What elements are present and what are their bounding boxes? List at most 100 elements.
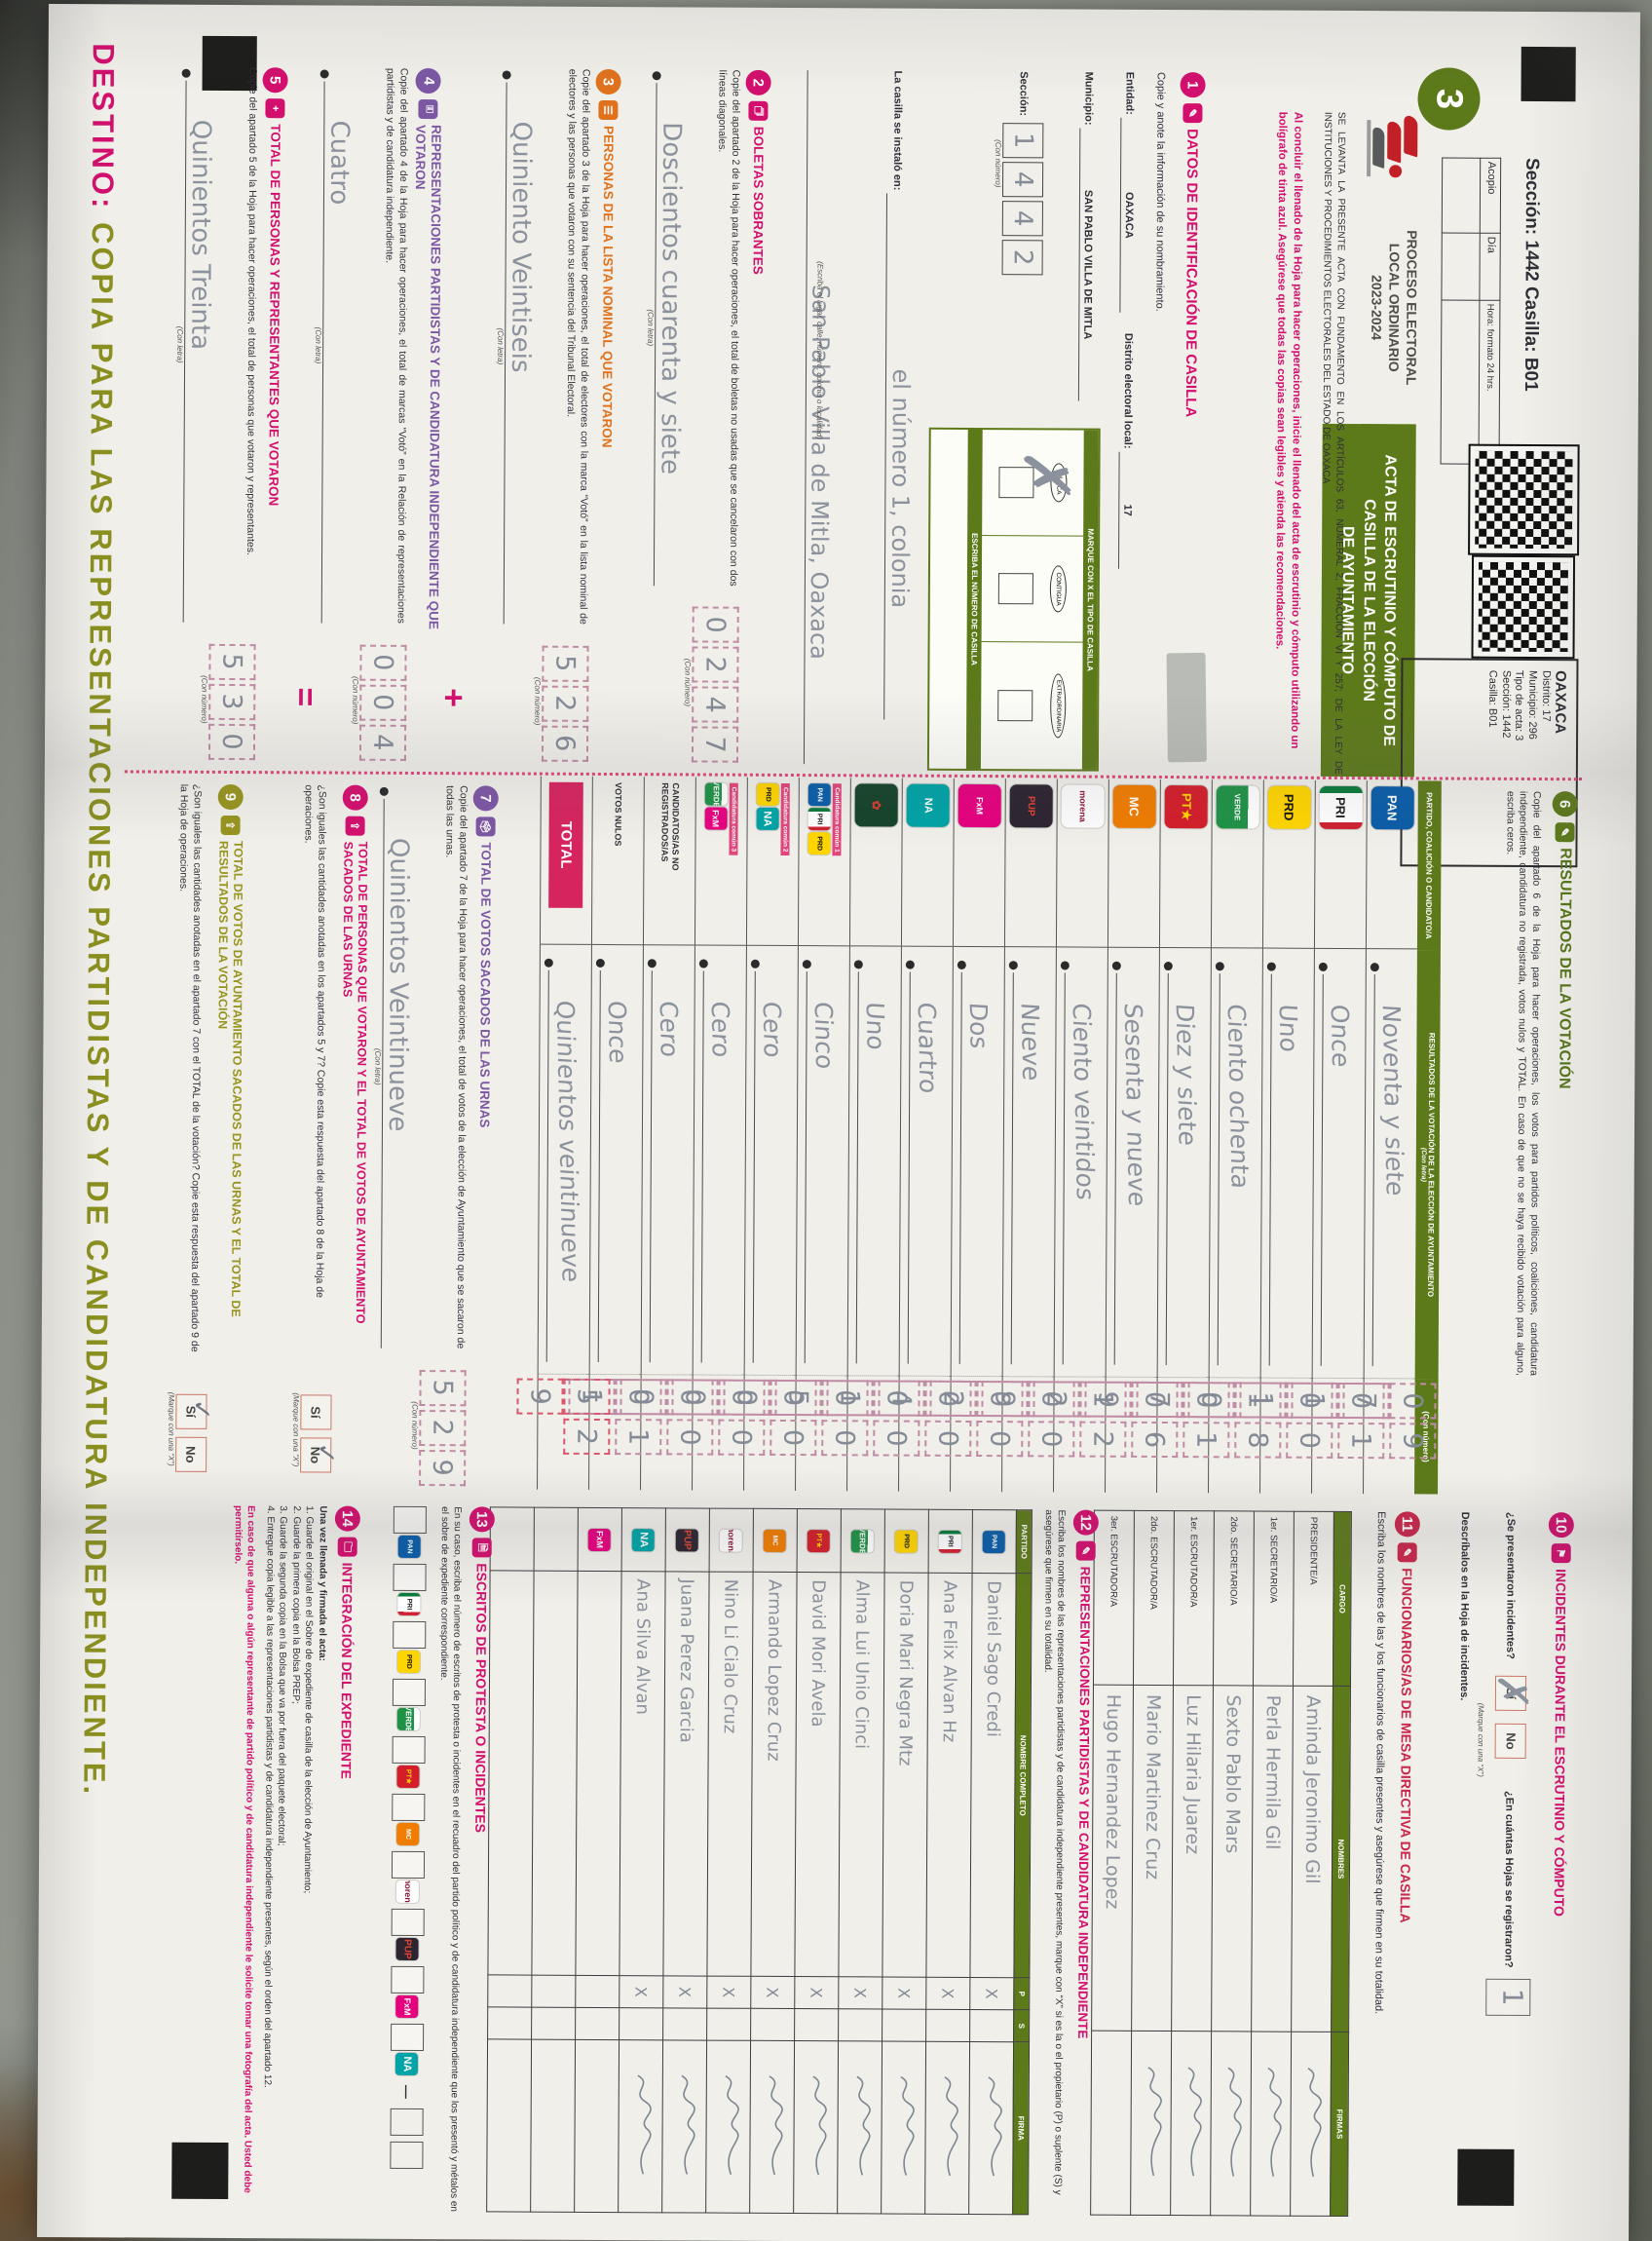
pencil-icon: ✎ [1555, 822, 1575, 843]
representacion-row: PT★ David Mori Avela X [793, 1508, 842, 2214]
digit-box: 0 [1183, 1382, 1230, 1419]
signature-scribble [769, 2075, 784, 2176]
escritos-count-box [393, 1620, 427, 1650]
pri-party-logo-icon: PRI [939, 1530, 962, 1553]
letra-handwriting: Cero [757, 1000, 787, 1059]
digit-box: 6 [541, 725, 589, 762]
digit-box: 0 [1286, 1382, 1333, 1419]
digit-box: 0 [666, 1419, 714, 1456]
pvem-party-logo-icon: VERDE [704, 782, 728, 806]
representacion-row: PUP Juana Perez Garcia X [661, 1507, 710, 2214]
municipio-value: SAN PABLO VILLA DE MITLA [1078, 128, 1095, 401]
digit-box: 0 [976, 1381, 1024, 1418]
representacion-row: PRD Doria Mari Negra Mtz X [881, 1509, 929, 2215]
tipo-option-contigua: CONTIGUA [981, 536, 1084, 643]
representacion-row: MC Armando Lopez Cruz X [749, 1508, 798, 2214]
fxm-party-logo-icon: FxM [957, 783, 1001, 828]
acopio-cell [1442, 157, 1481, 234]
propietario-x-mark: X [794, 1976, 839, 2009]
escritos-count-box [391, 1908, 425, 1937]
answer-no-box: No ✓ [300, 1437, 340, 1473]
mc-party-logo-icon: MC [1112, 784, 1156, 828]
representante-nombre-handwriting: Daniel Sago Credi [983, 1580, 1005, 1737]
digit-box: 5 [563, 1378, 611, 1416]
signature-scribble [812, 2075, 828, 2176]
proceso-electoral-text: PROCESO ELECTORAL LOCAL ORDINARIO 2023-202… [1368, 230, 1420, 386]
letra-handwriting: Noventa y siete [1376, 1004, 1409, 1197]
section-4-digit-boxes: 0 0 4 (Con número) [351, 637, 407, 764]
signature-scribble [1227, 2067, 1243, 2177]
funcionario-nombre-handwriting: Aminda Jeronimo Gil [1300, 1694, 1324, 1884]
digit-box: 0 [718, 1419, 766, 1456]
incidentes-no-box: No [1494, 1723, 1526, 1760]
prd-party-logo-icon: PRD [397, 1650, 421, 1674]
section-3-title: PERSONAS DE LA LISTA NOMINAL QUE VOTARON [599, 125, 617, 448]
digit-box: 2 [419, 1409, 467, 1446]
destino-strip: DESTINO: COPIA PARA LAS REPRESENTACIONES… [74, 43, 120, 2225]
seccion-digit-box: 1 [1002, 123, 1044, 159]
representante-nombre-handwriting: David Mori Avela [807, 1579, 830, 1728]
ieepco-logo-icon [1363, 112, 1419, 184]
digit-box: 0 [924, 1420, 972, 1457]
representaciones-col-header: FIRMA [1012, 2041, 1030, 2215]
section-10-header: 10 ⚑ INCIDENTES DURANTE EL ESCRUTINIO Y C… [1547, 1512, 1574, 1917]
results-special-label: CANDIDATOS/AS NO REGISTRADOS/AS [659, 782, 681, 871]
prd-party-logo-icon: PRD [1267, 785, 1311, 829]
nao-party-logo-icon: NA [395, 2052, 419, 2076]
section-13-header: 13 🗎 ESCRITOS DE PROTESTA O INCIDENTES [468, 1506, 495, 1833]
equals-sign: = [286, 687, 324, 707]
acopio-header: Acopio [1480, 158, 1501, 234]
section-4: 4 🗉 REPRESENTACIONES PARTIDISTAS Y DE CAND… [312, 67, 444, 764]
seccion-row: Sección: 1442 (Con número) [993, 71, 1044, 276]
escritos-count-box [392, 1678, 427, 1707]
propietario-x-mark: X [750, 1976, 795, 2009]
funcionarios-col-header: FIRMAS [1330, 2032, 1349, 2217]
corner-mark [1521, 46, 1576, 102]
signature-scribble [856, 2075, 872, 2176]
propietario-x-mark [487, 1974, 532, 2008]
results-col1-header: PARTIDO, COALICIÓN O CANDIDATO/A [1416, 780, 1442, 951]
digit-box: 7 [691, 726, 739, 763]
propietario-x-mark: X [969, 1977, 1014, 2010]
digit-box: 3 [208, 683, 256, 720]
representante-nombre-handwriting: Juana Perez Garcia [676, 1578, 698, 1743]
section-6-text: Copie del apartado 6 de la Hoja para hac… [1504, 790, 1543, 1377]
letra-handwriting: Sesenta y nueve [1118, 1002, 1152, 1208]
results-special-label: VOTOS NULOS [613, 782, 624, 847]
digit-box: 9 [419, 1449, 467, 1486]
incidentes-si-box: Sí ✗ [1488, 1673, 1537, 1712]
morena-party-logo-icon: morena [1061, 784, 1105, 828]
pan-party-logo-icon: PAN [983, 1530, 1006, 1553]
nao-party-logo-icon: NA [632, 1528, 656, 1551]
section-5-letra-handwriting: Quinientos Treinta [185, 119, 216, 351]
funcionario-row: 2do. ESCRUTADOR/A Mario Martinez Cruz [1130, 1510, 1175, 2216]
digit-box: 1 [1337, 1422, 1385, 1460]
section-10-body: ¿Se presentaron incidentes? Sí ✗ No ¿En … [1453, 1512, 1537, 2223]
letra-handwriting: Nueve [1015, 1002, 1046, 1083]
section-4-letra-handwriting: Cuatro [323, 120, 355, 206]
section-7: 7 🗳 TOTAL DE VOTOS SACADOS DE LAS URNAS Cop… [371, 785, 499, 1490]
digit-box: 0 [873, 1380, 920, 1417]
incidentes-si-mark: ✗ [1488, 1672, 1537, 1711]
fxm-party-logo-icon: FxM [588, 1528, 612, 1551]
nao-party-logo-icon: NA [756, 807, 779, 830]
digit-box: 5 [208, 643, 256, 680]
escritos-logo-row: PAN PRI PRD VERDE PT★ MC morena PUP FxM NA — [390, 1505, 427, 2212]
section-5-text: Copie del apartado 5 de la Hoja para hac… [244, 67, 259, 555]
instalado-row: La casilla se instaló en: el número 1, c… [883, 71, 918, 767]
morena-party-logo-icon: morena [720, 1529, 743, 1552]
digit-box: 2 [1079, 1421, 1127, 1458]
section-1-header: 1 ✎ DATOS DE IDENTIFICACIÓN DE CASILLA [1177, 72, 1206, 754]
entidad-value: OAXACA [1119, 117, 1136, 313]
mc-party-logo-icon: MC [396, 1822, 420, 1846]
distrito-value: 17 [1118, 451, 1134, 569]
digit-box: 0 [207, 723, 256, 760]
section-4-title: REPRESENTACIONES PARTIDISTAS Y DE CANDID… [413, 124, 444, 629]
section-3-letra-handwriting: Quiniento Veintiseis [505, 121, 537, 373]
digit-box: 0 [359, 644, 407, 681]
digit-box: 0 [821, 1380, 869, 1417]
tipo-casilla-panel: MARQUE CON X EL TIPO DE CASILLA BÁSICA C… [926, 427, 1101, 772]
hora-header: Hora: formato 24 hrs. [1479, 300, 1500, 465]
letra-handwriting: Quinientos veintinueve [550, 999, 585, 1284]
letra-handwriting: Cinco [808, 1001, 840, 1071]
